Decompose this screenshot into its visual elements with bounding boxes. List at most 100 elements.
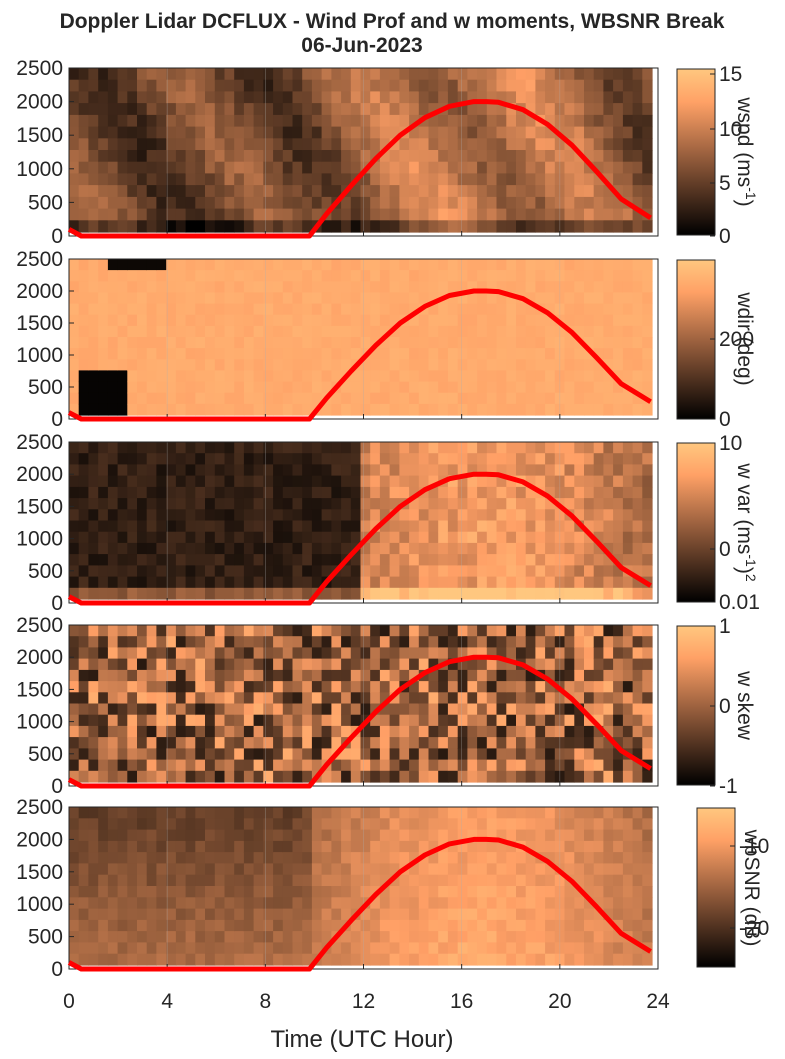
heatmap-cell bbox=[205, 587, 216, 600]
heatmap-cell bbox=[545, 464, 556, 477]
heatmap-cell bbox=[409, 886, 420, 898]
heatmap-cell bbox=[389, 91, 400, 104]
heatmap-cell bbox=[224, 874, 235, 887]
heatmap-cell bbox=[399, 161, 410, 174]
heatmap-cell bbox=[205, 840, 216, 853]
heatmap-cell bbox=[564, 392, 575, 405]
heatmap-cell bbox=[409, 259, 420, 271]
heatmap-cell bbox=[389, 185, 400, 198]
heatmap-cell bbox=[243, 576, 255, 589]
heatmap-cell bbox=[331, 554, 342, 566]
heatmap-cell bbox=[302, 636, 313, 648]
heatmap-cell bbox=[467, 852, 478, 864]
heatmap-cell bbox=[321, 658, 332, 671]
heatmap-cell bbox=[234, 681, 245, 693]
heatmap-cell bbox=[632, 348, 643, 360]
colorbar-tick-label: 10 bbox=[719, 432, 742, 455]
heatmap-cell bbox=[418, 942, 430, 955]
heatmap-cell bbox=[516, 681, 527, 693]
heatmap-cell bbox=[195, 138, 206, 151]
heatmap-cell bbox=[447, 486, 459, 499]
heatmap-cell bbox=[205, 897, 216, 910]
heatmap-cell bbox=[516, 636, 527, 648]
heatmap-cell bbox=[379, 576, 391, 589]
heatmap-cell bbox=[418, 337, 430, 349]
heatmap-cell bbox=[477, 953, 488, 966]
heatmap-cell bbox=[584, 348, 595, 360]
colorbar bbox=[676, 625, 716, 786]
heatmap-cell bbox=[253, 542, 264, 555]
heatmap-cell bbox=[350, 325, 362, 338]
heatmap-cell bbox=[146, 173, 157, 186]
heatmap-cell bbox=[603, 840, 614, 853]
heatmap-cell bbox=[234, 818, 245, 831]
heatmap-cell bbox=[117, 874, 128, 887]
heatmap-cell bbox=[360, 874, 371, 887]
heatmap-cell bbox=[370, 636, 381, 648]
heatmap-cell bbox=[574, 325, 585, 338]
heatmap-cell bbox=[292, 658, 303, 671]
heatmap-cell bbox=[535, 737, 546, 749]
heatmap-cell bbox=[525, 370, 536, 383]
heatmap-cell bbox=[593, 442, 604, 454]
heatmap-cell bbox=[632, 208, 643, 221]
heatmap-cell bbox=[506, 325, 517, 338]
heatmap-cell bbox=[447, 681, 459, 693]
heatmap-cell bbox=[545, 759, 556, 772]
heatmap-cell bbox=[457, 647, 468, 660]
heatmap-cell bbox=[486, 303, 498, 316]
heatmap-cell bbox=[525, 220, 536, 233]
heatmap-cell bbox=[584, 874, 595, 887]
heatmap-cell bbox=[516, 542, 527, 555]
heatmap-cell bbox=[399, 587, 410, 600]
heatmap-cell bbox=[117, 208, 128, 221]
heatmap-cell bbox=[564, 348, 575, 360]
heatmap-cell bbox=[98, 636, 109, 648]
heatmap-cell bbox=[311, 370, 323, 383]
heatmap-cell bbox=[350, 292, 362, 305]
heatmap-cell bbox=[253, 114, 264, 128]
heatmap-cell bbox=[331, 392, 342, 405]
heatmap-cell bbox=[282, 196, 294, 210]
heatmap-cell bbox=[457, 392, 468, 405]
heatmap-cell bbox=[224, 68, 235, 81]
heatmap-cell bbox=[428, 942, 439, 955]
heatmap-cell bbox=[137, 759, 148, 772]
heatmap-cell bbox=[438, 79, 449, 92]
heatmap-cell bbox=[69, 829, 80, 842]
heatmap-cell bbox=[457, 636, 468, 648]
heatmap-cell bbox=[467, 681, 478, 693]
heatmap-cell bbox=[477, 79, 488, 92]
heatmap-cell bbox=[467, 359, 478, 371]
heatmap-cell bbox=[156, 185, 167, 198]
heatmap-cell bbox=[447, 325, 459, 338]
heatmap-cell bbox=[78, 658, 89, 671]
heatmap-cell bbox=[506, 587, 517, 600]
heatmap-cell bbox=[418, 931, 430, 943]
heatmap-cell bbox=[243, 79, 255, 92]
heatmap-cell bbox=[593, 392, 604, 405]
x-tick-label: 8 bbox=[259, 990, 271, 1013]
heatmap-cell bbox=[205, 565, 216, 578]
heatmap-cell bbox=[564, 442, 575, 454]
heatmap-cell bbox=[302, 161, 313, 174]
heatmap-cell bbox=[224, 359, 235, 371]
heatmap-cell bbox=[175, 703, 187, 716]
heatmap-cell bbox=[185, 370, 196, 383]
heatmap-cell bbox=[156, 370, 167, 383]
heatmap-cell bbox=[622, 576, 634, 589]
heatmap-cell bbox=[175, 220, 187, 233]
heatmap-cell bbox=[535, 725, 546, 738]
heatmap-cell bbox=[214, 520, 226, 533]
heatmap-cell bbox=[584, 464, 595, 477]
heatmap-cell bbox=[341, 886, 352, 898]
heatmap-cell bbox=[613, 114, 624, 128]
heatmap-cell bbox=[224, 303, 235, 316]
heatmap-cell bbox=[117, 919, 128, 932]
heatmap-cell bbox=[331, 587, 342, 600]
heatmap-cell bbox=[457, 852, 468, 864]
heatmap-cell bbox=[146, 953, 157, 966]
y-tick-label: 1500 bbox=[16, 861, 63, 884]
heatmap-cell bbox=[447, 942, 459, 955]
heatmap-cell bbox=[574, 91, 585, 104]
